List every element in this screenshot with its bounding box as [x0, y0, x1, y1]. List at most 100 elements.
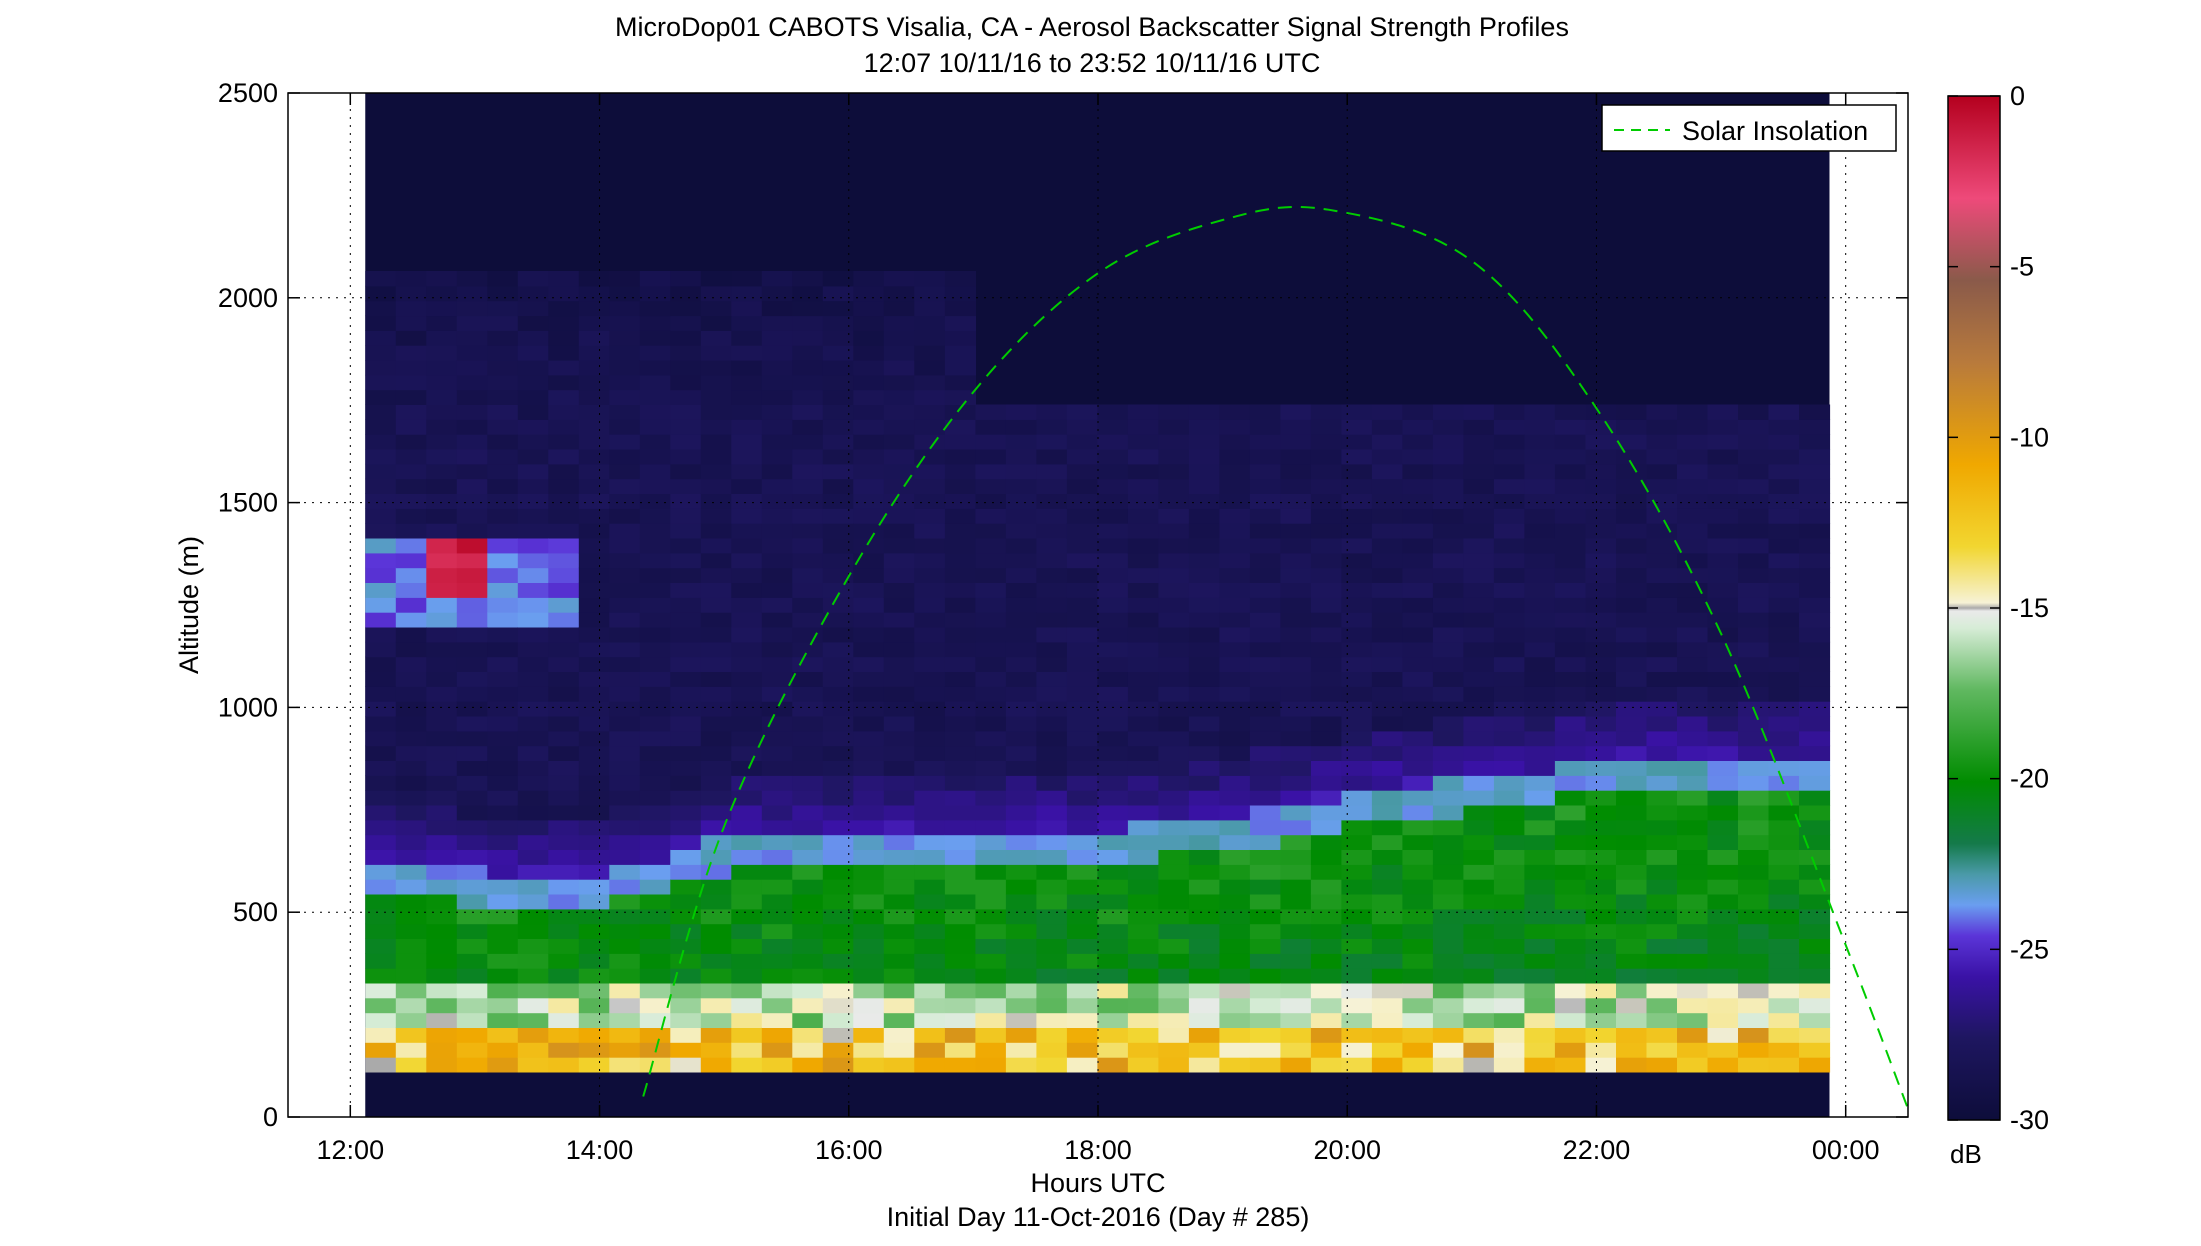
heatmap-cell	[456, 419, 488, 435]
heatmap-cell	[792, 538, 824, 554]
heatmap-cell	[487, 879, 519, 895]
heatmap-cell	[1402, 612, 1434, 628]
heatmap-cell	[1371, 805, 1403, 821]
heatmap-cell	[731, 508, 763, 524]
heatmap-cell	[1280, 879, 1312, 895]
heatmap-cell	[1432, 775, 1464, 791]
heatmap-cell	[487, 478, 519, 494]
heatmap-cell	[914, 330, 946, 346]
heatmap-cell	[426, 686, 458, 702]
heatmap-cell	[1249, 523, 1281, 539]
heatmap-cell	[853, 627, 885, 643]
heatmap-cell	[1249, 627, 1281, 643]
heatmap-cell	[1738, 968, 1770, 984]
heatmap-cell	[1036, 745, 1068, 761]
heatmap-cell	[1249, 908, 1281, 925]
heatmap-cell	[1768, 419, 1800, 435]
heatmap-cell	[1249, 656, 1281, 672]
heatmap-cell	[1768, 567, 1800, 583]
heatmap-cell	[1616, 849, 1648, 865]
heatmap-cell	[1463, 997, 1495, 1014]
heatmap-cell	[1493, 671, 1525, 687]
heatmap-cell	[1799, 612, 1831, 628]
heatmap-cell	[1799, 775, 1831, 791]
heatmap-cell	[883, 1042, 915, 1058]
heatmap-cell	[426, 982, 458, 999]
heatmap-cell	[1066, 923, 1098, 939]
heatmap-cell	[1524, 597, 1556, 613]
heatmap-cell	[578, 790, 610, 806]
heatmap-cell	[1127, 908, 1159, 925]
heatmap-cell	[639, 612, 671, 628]
heatmap-cell	[639, 716, 671, 732]
heatmap-cell	[700, 360, 732, 376]
heatmap-cell	[1554, 508, 1586, 524]
heatmap-cell	[426, 389, 458, 405]
heatmap-cell	[609, 449, 641, 465]
heatmap-cell	[1463, 745, 1495, 761]
heatmap-cell	[1463, 1012, 1495, 1028]
heatmap-cell	[944, 834, 976, 850]
heatmap-cell	[1738, 997, 1770, 1014]
heatmap-cell	[1341, 493, 1373, 509]
heatmap-cell	[883, 938, 915, 954]
heatmap-cell	[670, 285, 702, 302]
heatmap-cell	[731, 300, 763, 317]
heatmap-cell	[1066, 997, 1098, 1014]
heatmap-cell	[548, 1027, 580, 1043]
heatmap-cell	[365, 330, 397, 346]
heatmap-cell	[1493, 552, 1525, 569]
heatmap-cell	[548, 463, 580, 480]
heatmap-cell	[1188, 671, 1220, 687]
heatmap-cell	[1158, 404, 1190, 420]
heatmap-cell	[1249, 641, 1281, 658]
heatmap-cell	[1524, 938, 1556, 954]
heatmap-cell	[517, 701, 549, 717]
heatmap-cell	[548, 360, 580, 376]
heatmap-cell	[914, 419, 946, 435]
heatmap-cell	[609, 404, 641, 420]
heatmap-cell	[548, 879, 580, 895]
heatmap-cell	[1371, 819, 1403, 836]
heatmap-cell	[1554, 894, 1586, 910]
heatmap-cell	[731, 879, 763, 895]
heatmap-cell	[700, 716, 732, 732]
heatmap-cell	[1280, 775, 1312, 791]
heatmap-cell	[1341, 790, 1373, 806]
heatmap-cell	[1371, 775, 1403, 791]
heatmap-cell	[975, 478, 1007, 494]
heatmap-cell	[792, 434, 824, 450]
heatmap-cell	[1341, 997, 1373, 1014]
heatmap-cell	[1677, 701, 1709, 717]
heatmap-cell	[1127, 1012, 1159, 1028]
heatmap-cell	[1341, 523, 1373, 539]
heatmap-cell	[1005, 493, 1037, 509]
heatmap-cell	[365, 805, 397, 821]
heatmap-cell	[1005, 671, 1037, 687]
heatmap-cell	[578, 1042, 610, 1058]
heatmap-cell	[822, 1012, 854, 1028]
heatmap-cell	[426, 760, 458, 776]
heatmap-cell	[700, 908, 732, 925]
heatmap-cell	[944, 701, 976, 717]
heatmap-cell	[944, 374, 976, 391]
heatmap-cell	[609, 775, 641, 791]
heatmap-cell	[1432, 1027, 1464, 1043]
heatmap-cell	[1066, 686, 1098, 702]
heatmap-cell	[1402, 627, 1434, 643]
heatmap-cell	[365, 938, 397, 954]
heatmap-cell	[1188, 597, 1220, 613]
heatmap-cell	[609, 360, 641, 376]
heatmap-cell	[426, 567, 458, 583]
heatmap-cell	[365, 627, 397, 643]
heatmap-cell	[1799, 745, 1831, 761]
heatmap-cell	[1188, 449, 1220, 465]
heatmap-cell	[1280, 745, 1312, 761]
heatmap-cell	[1097, 760, 1129, 776]
heatmap-cell	[731, 805, 763, 821]
heatmap-cell	[792, 1057, 824, 1073]
heatmap-cell	[1341, 879, 1373, 895]
heatmap-cell	[853, 686, 885, 702]
heatmap-cell	[1707, 775, 1739, 791]
heatmap-cell	[1341, 701, 1373, 717]
